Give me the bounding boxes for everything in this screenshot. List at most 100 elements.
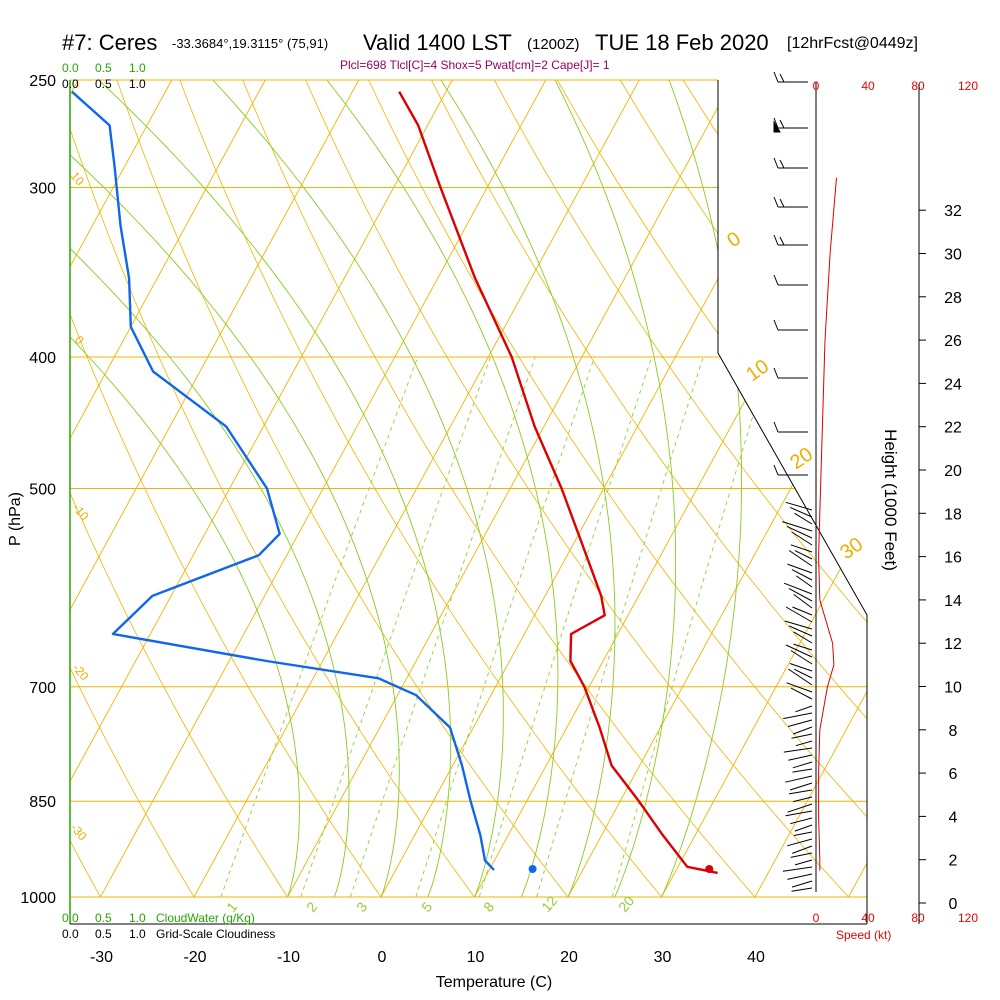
- forecast-run: [12hrFcst@0449z]: [787, 35, 918, 52]
- wind-barb: [783, 747, 813, 753]
- wind-barb-flag: [773, 71, 779, 83]
- wind-barb: [796, 575, 813, 588]
- wind-barb: [794, 550, 813, 560]
- moist-adiabat-line: [70, 80, 350, 897]
- wind-barb: [790, 687, 813, 700]
- station-title: #7: Ceres: [62, 30, 158, 55]
- height-tick-label: 10: [944, 680, 962, 697]
- wind-barb-flag: [773, 319, 779, 331]
- dry-adiabat-line: [242, 80, 756, 897]
- wind-barb: [783, 582, 813, 595]
- mixing-ratio-label: 5: [418, 899, 435, 915]
- moist-adiabat-line: [326, 80, 559, 897]
- mixing-ratio-line: [536, 356, 704, 897]
- wind-barb: [792, 606, 813, 616]
- wind-barb: [782, 866, 813, 872]
- isotherm-line: [70, 80, 266, 897]
- mixing-ratio-line: [349, 356, 536, 897]
- temperature-tick-label: 10: [467, 949, 485, 966]
- isotherm-line: [754, 80, 867, 897]
- height-tick-label: 18: [944, 506, 962, 523]
- wind-barb: [793, 631, 813, 644]
- wind-barb-flag: [773, 274, 779, 286]
- height-tick-label: 2: [949, 853, 958, 870]
- wind-barb: [788, 587, 813, 602]
- cloudiness-scale-top: 0.0: [62, 77, 79, 91]
- temperature-tick-label: -10: [277, 949, 300, 966]
- cloud-water-scale-top: 0.5: [95, 61, 112, 75]
- speed-tick-bottom: 40: [861, 911, 875, 925]
- mixing-ratio-label: 3: [353, 899, 370, 915]
- wind-barb: [793, 668, 813, 679]
- cloudiness-scale-bottom: 1.0: [129, 927, 146, 941]
- temperature-tick-label: 20: [560, 949, 578, 966]
- wind-barb-flag: [773, 421, 779, 433]
- temperature-tick-label: 40: [747, 949, 765, 966]
- wind-barb-flag: [773, 157, 779, 169]
- dry-adiabat-line: [305, 80, 849, 897]
- pressure-tick-label: 850: [29, 794, 56, 811]
- pressure-tick-label: 700: [29, 680, 56, 697]
- wind-barb: [790, 544, 813, 553]
- isotherm-label: 30: [836, 533, 867, 564]
- height-tick-label: 28: [944, 290, 962, 307]
- wind-barb: [787, 803, 813, 813]
- wind-barb: [789, 663, 813, 672]
- height-tick-label: 20: [944, 463, 962, 480]
- height-tick-label: 26: [944, 333, 962, 350]
- mixing-ratio-line: [300, 356, 491, 897]
- cloudiness-scale-top: 1.0: [129, 77, 146, 91]
- temperature-profile: [398, 91, 718, 875]
- dry-adiabat-label: -20: [70, 661, 92, 684]
- surface-temperature-marker: [705, 865, 714, 873]
- wind-barb: [787, 838, 813, 847]
- height-tick-label: 8: [949, 723, 958, 740]
- cloud-water-scale-top: 0.0: [62, 61, 79, 75]
- cloudiness-label: Grid-Scale Cloudiness: [156, 927, 275, 941]
- wind-barb: [793, 796, 813, 803]
- cloud-water-scale-bottom: 1.0: [129, 911, 146, 925]
- pressure-tick-label: 400: [29, 350, 56, 367]
- wind-barb: [786, 525, 813, 539]
- wind-barb: [792, 726, 813, 735]
- wind-barb: [794, 859, 813, 866]
- wind-barb-flag: [779, 159, 785, 169]
- wind-barb: [786, 682, 813, 693]
- dry-adiabat-label: -30: [68, 821, 90, 844]
- wind-barb: [791, 880, 813, 888]
- dry-adiabat-line: [70, 80, 382, 897]
- pressure-tick-label: 1000: [20, 890, 56, 907]
- dry-adiabat-line: [368, 80, 867, 897]
- moist-adiabat-line: [98, 80, 452, 897]
- wind-barb-flag: [779, 119, 785, 129]
- speed-tick-bottom: 0: [813, 911, 820, 925]
- wind-barb: [793, 643, 813, 651]
- wind-barb: [791, 531, 813, 546]
- wind-speed-profile: [818, 177, 837, 871]
- pressure-tick-label: 300: [29, 180, 56, 197]
- wind-barb: [790, 852, 813, 858]
- temperature-tick-label: 0: [378, 949, 387, 966]
- wind-barb: [785, 501, 813, 511]
- wind-barb: [794, 512, 813, 525]
- temperature-tick-label: -30: [90, 949, 113, 966]
- wind-barb: [783, 712, 813, 720]
- cloud-water-scale-bottom: 0.5: [95, 911, 112, 925]
- dry-adiabat-line: [0, 80, 7, 897]
- wind-barb: [793, 593, 813, 609]
- valid-time: Valid 1400 LST: [363, 30, 512, 55]
- wind-barb-flag: [773, 117, 779, 129]
- wind-barb: [793, 831, 813, 836]
- dry-adiabat-line: [116, 80, 569, 897]
- wind-barb: [785, 606, 813, 623]
- x-axis-label: Temperature (C): [436, 974, 552, 991]
- height-tick-label: 22: [944, 420, 962, 437]
- dry-adiabat-line: [179, 80, 662, 897]
- valid-date: TUE 18 Feb 2020: [595, 30, 769, 55]
- wind-barb: [789, 506, 813, 518]
- speed-tick-top: 0: [813, 79, 820, 93]
- wind-barb: [792, 845, 813, 854]
- height-tick-label: 0: [949, 896, 958, 913]
- wind-barb-flag: [773, 234, 779, 246]
- height-tick-label: 24: [944, 376, 962, 393]
